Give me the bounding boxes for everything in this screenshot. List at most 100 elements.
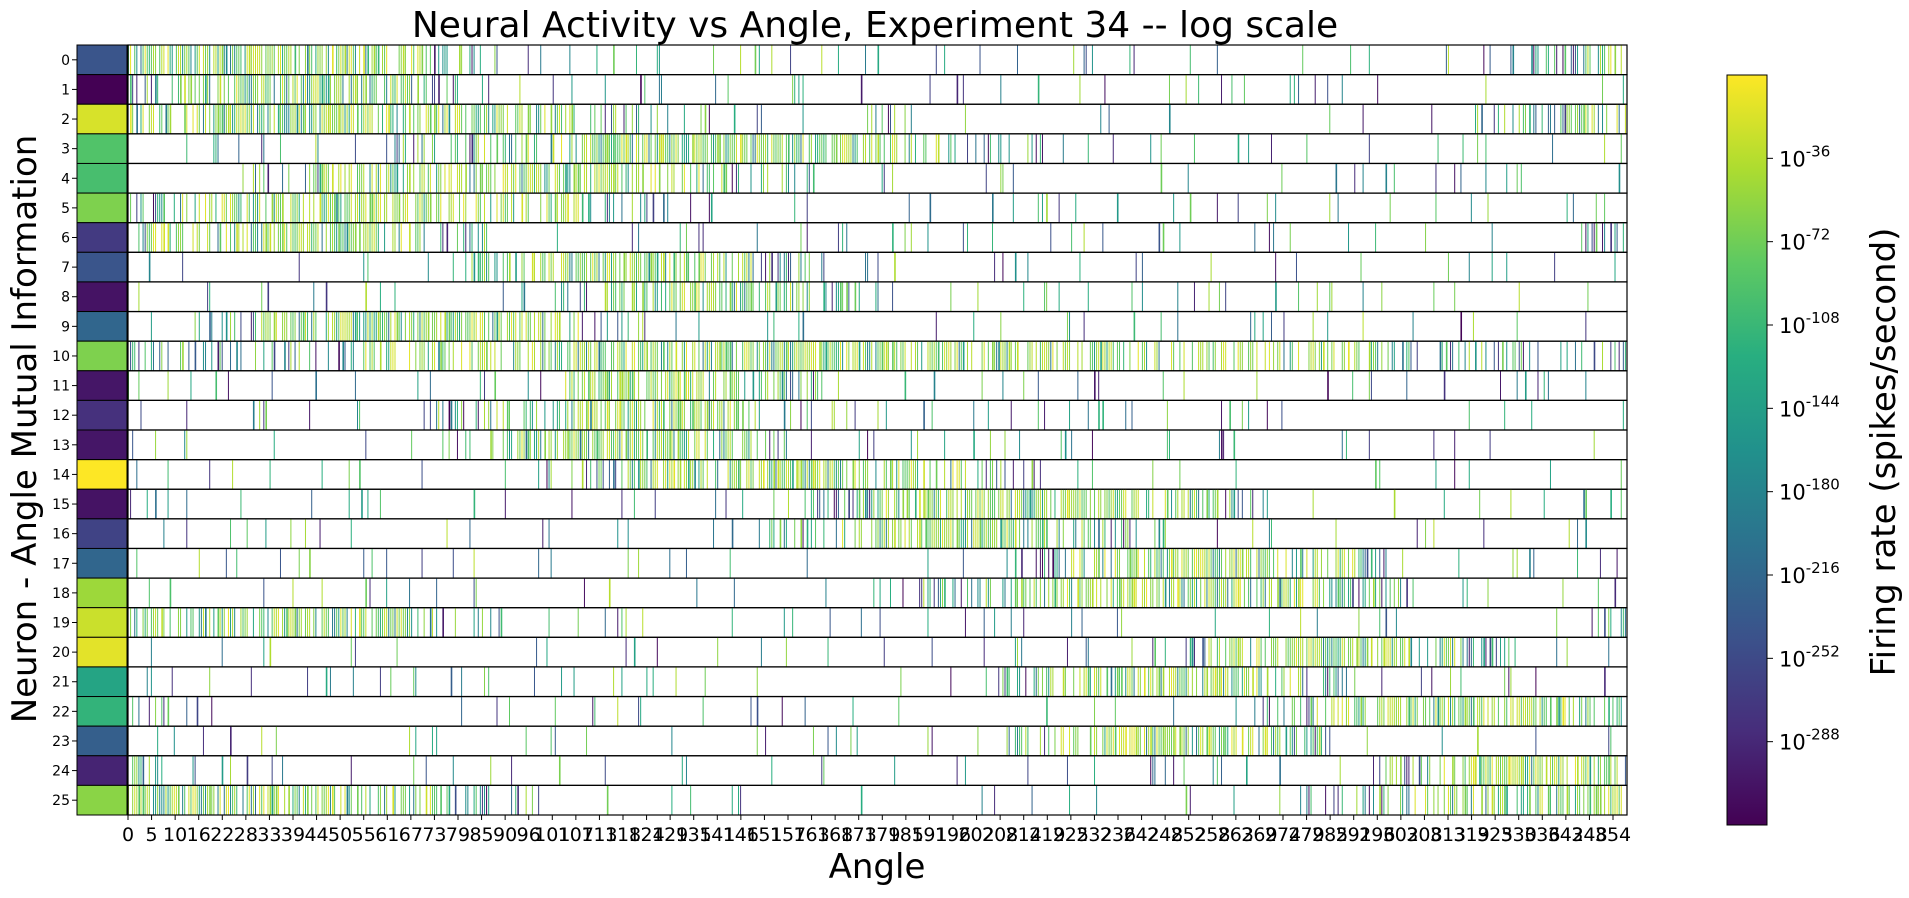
heatmap-cell: [1239, 548, 1241, 579]
heatmap-cell: [1223, 430, 1225, 460]
heatmap-cell: [1318, 726, 1321, 756]
heatmap-cell: [242, 74, 244, 105]
heatmap-cell: [321, 459, 323, 490]
heatmap-cell: [315, 163, 317, 194]
heatmap-cell: [579, 252, 581, 282]
heatmap-cell: [1262, 548, 1264, 579]
heatmap-cell: [1196, 489, 1198, 519]
heatmap-cell: [613, 104, 615, 134]
heatmap-cell: [396, 311, 399, 342]
heatmap-cell: [592, 430, 594, 460]
heatmap-cell: [521, 104, 523, 134]
heatmap-cell: [992, 341, 994, 371]
heatmap-cell: [1248, 578, 1250, 608]
heatmap-cell: [365, 430, 367, 460]
angle-tick-label: 113: [581, 824, 617, 846]
heatmap-cell: [1177, 548, 1179, 579]
heatmap-cell: [685, 370, 687, 401]
heatmap-cell: [1385, 163, 1388, 194]
heatmap-cell: [663, 430, 665, 460]
heatmap-cell: [402, 607, 404, 638]
heatmap-cell: [1250, 726, 1252, 756]
heatmap-cell: [635, 163, 637, 194]
heatmap-cell: [1312, 578, 1314, 608]
heatmap-cell: [1250, 489, 1252, 519]
heatmap-cell: [427, 193, 429, 223]
heatmap-cell: [1464, 696, 1467, 727]
angle-tick-label: 263: [1218, 824, 1254, 846]
heatmap-cell: [1583, 45, 1585, 75]
heatmap-cell: [1185, 74, 1187, 105]
heatmap-cell: [781, 370, 784, 401]
heatmap-cell: [155, 45, 157, 75]
heatmap-cell: [767, 341, 769, 371]
heatmap-cell: [1027, 489, 1029, 519]
heatmap-cell: [1029, 578, 1031, 608]
heatmap-cell: [427, 163, 429, 194]
heatmap-cell: [708, 281, 710, 312]
heatmap-cell: [856, 726, 858, 756]
heatmap-cell: [758, 400, 760, 430]
heatmap-cell: [808, 163, 810, 194]
heatmap-cell: [1560, 785, 1562, 815]
heatmap-cell: [263, 341, 265, 371]
heatmap-cell: [792, 607, 794, 638]
heatmap-cell: [646, 459, 648, 490]
heatmap-cell: [586, 459, 588, 490]
angle-tick-label: 124: [628, 824, 664, 846]
heatmap-cell: [762, 163, 764, 194]
heatmap-cell: [652, 400, 654, 430]
heatmap-cell: [1127, 548, 1129, 579]
heatmap-cell: [1110, 489, 1112, 519]
heatmap-cell: [1337, 696, 1339, 727]
heatmap-cell: [369, 104, 371, 134]
heatmap-cell: [1393, 696, 1395, 727]
heatmap-cell: [1252, 666, 1254, 697]
heatmap-cell: [357, 74, 359, 105]
heatmap-cell: [446, 222, 449, 253]
heatmap-cell: [213, 104, 215, 134]
heatmap-cell: [363, 607, 365, 638]
heatmap-cell: [1196, 578, 1198, 608]
heatmap-cell: [404, 607, 406, 638]
heatmap-cell: [1425, 518, 1427, 549]
heatmap-cell: [371, 104, 373, 134]
heatmap-cell: [692, 400, 694, 430]
heatmap-cell: [1397, 578, 1399, 608]
heatmap-cell: [654, 252, 656, 282]
heatmap-cell: [660, 74, 662, 105]
heatmap-cell: [1143, 341, 1145, 371]
heatmap-cell: [394, 133, 396, 164]
heatmap-cell: [307, 607, 309, 638]
heatmap-cell: [213, 133, 215, 164]
heatmap-cell: [477, 400, 479, 430]
heatmap-cell: [319, 518, 321, 549]
heatmap-cell: [1181, 726, 1183, 756]
heatmap-cell: [792, 133, 794, 164]
heatmap-cell: [340, 607, 342, 638]
heatmap-cell: [646, 370, 648, 401]
heatmap-cell: [527, 133, 529, 164]
heatmap-cell: [752, 133, 754, 164]
heatmap-cell: [773, 370, 775, 401]
heatmap-cell: [594, 133, 596, 164]
heatmap-cell: [613, 252, 615, 282]
heatmap-cell: [1579, 104, 1581, 134]
heatmap-cell: [702, 281, 704, 312]
heatmap-cell: [683, 104, 685, 134]
heatmap-cell: [611, 133, 613, 164]
heatmap-cell: [931, 637, 933, 667]
heatmap-cell: [671, 133, 673, 164]
heatmap-cell: [263, 133, 265, 164]
heatmap-cell: [910, 518, 912, 549]
heatmap-cell: [950, 489, 952, 519]
heatmap-cell: [511, 133, 513, 164]
heatmap-cell: [525, 133, 528, 164]
heatmap-cell: [386, 785, 388, 815]
heatmap-cell: [744, 281, 746, 312]
heatmap-cell: [785, 518, 787, 549]
heatmap-cell: [592, 370, 594, 401]
heatmap-cell: [669, 252, 671, 282]
heatmap-cell: [340, 104, 342, 134]
heatmap-cell: [1337, 666, 1339, 697]
